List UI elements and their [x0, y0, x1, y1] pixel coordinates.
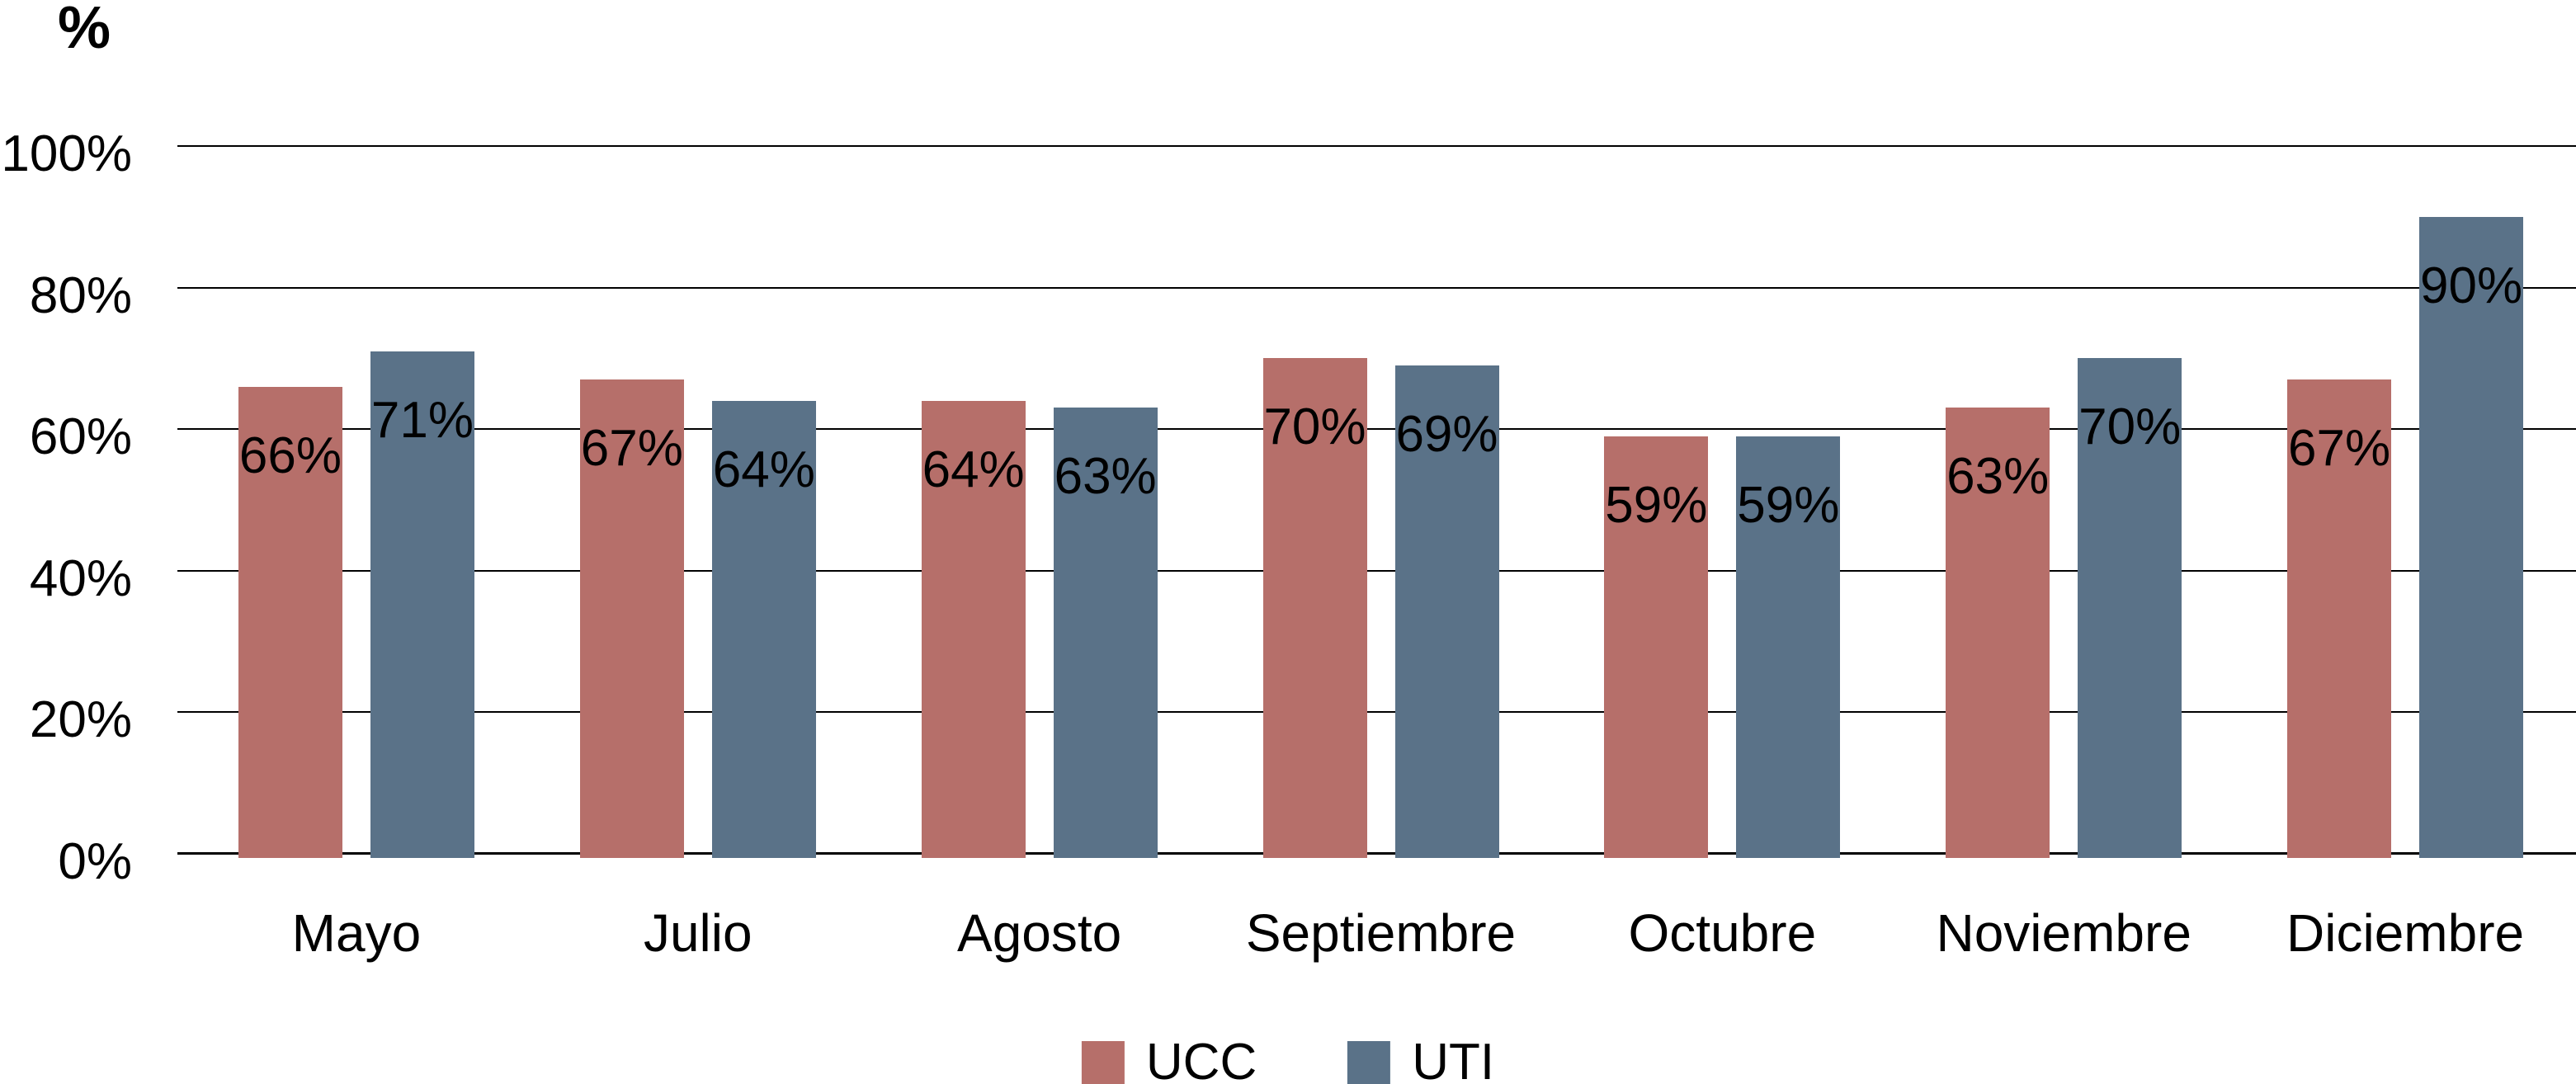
bar-uti-julio [711, 400, 816, 858]
bar-value-uti-octubre: 59% [1737, 476, 1840, 534]
bar-uti-mayo [370, 351, 474, 858]
y-tick-0: 0% [58, 833, 132, 890]
legend-label-uti: UTI [1412, 1034, 1495, 1084]
gridline-20 [177, 711, 2576, 714]
bar-value-ucc-octubre: 59% [1605, 476, 1708, 534]
bar-value-ucc-noviembre: 63% [1946, 448, 2050, 506]
bar-value-uti-julio: 64% [712, 441, 815, 498]
category-label-julio: Julio [643, 903, 753, 963]
bar-value-ucc-julio: 67% [580, 420, 683, 478]
y-tick-20: 20% [29, 691, 132, 749]
gridline-100 [177, 145, 2576, 147]
category-label-diciembre: Diciembre [2286, 903, 2525, 963]
y-tick-80: 80% [29, 266, 132, 324]
bar-ucc-noviembre [1946, 408, 2050, 858]
bar-ucc-diciembre [2287, 379, 2392, 858]
category-label-mayo: Mayo [291, 903, 422, 963]
bar-value-uti-agosto: 63% [1054, 448, 1157, 506]
y-axis-title: % [58, 0, 111, 61]
y-tick-100: 100% [1, 125, 132, 182]
gridline-80 [177, 286, 2576, 289]
y-tick-40: 40% [29, 549, 132, 607]
x-axis-line [177, 852, 2576, 855]
legend-swatch-ucc [1081, 1041, 1125, 1084]
legend-swatch-uti [1347, 1041, 1391, 1084]
y-tick-60: 60% [29, 408, 132, 466]
gridline-60 [177, 428, 2576, 431]
category-label-septiembre: Septiembre [1245, 903, 1517, 963]
bar-ucc-septiembre [1262, 358, 1367, 858]
category-label-agosto: Agosto [957, 903, 1122, 963]
bar-uti-septiembre [1394, 365, 1499, 858]
bar-ucc-julio [579, 379, 684, 858]
bar-ucc-octubre [1604, 436, 1709, 858]
bar-value-uti-mayo: 71% [370, 391, 474, 449]
bar-value-uti-diciembre: 90% [2420, 257, 2523, 314]
bar-uti-diciembre [2419, 216, 2524, 858]
legend-label-ucc: UCC [1145, 1034, 1257, 1084]
bar-ucc-agosto [921, 400, 1026, 858]
category-label-noviembre: Noviembre [1936, 903, 2191, 963]
bar-value-ucc-agosto: 64% [922, 441, 1025, 498]
bar-ucc-mayo [238, 386, 342, 858]
legend-item-uti: UTI [1347, 1033, 1494, 1084]
bar-uti-noviembre [2078, 358, 2182, 858]
bar-uti-octubre [1736, 436, 1841, 858]
bar-value-uti-septiembre: 69% [1395, 405, 1498, 463]
category-label-octubre: Octubre [1628, 903, 1817, 963]
bar-value-ucc-septiembre: 70% [1263, 398, 1366, 456]
legend: UCC UTI [1081, 1033, 1494, 1084]
bar-uti-agosto [1053, 408, 1158, 858]
gridline-40 [177, 569, 2576, 572]
bar-value-uti-noviembre: 70% [2078, 398, 2182, 456]
bar-value-ucc-diciembre: 67% [2288, 420, 2391, 478]
legend-item-ucc: UCC [1081, 1033, 1257, 1084]
bar-value-ucc-mayo: 66% [238, 427, 342, 484]
